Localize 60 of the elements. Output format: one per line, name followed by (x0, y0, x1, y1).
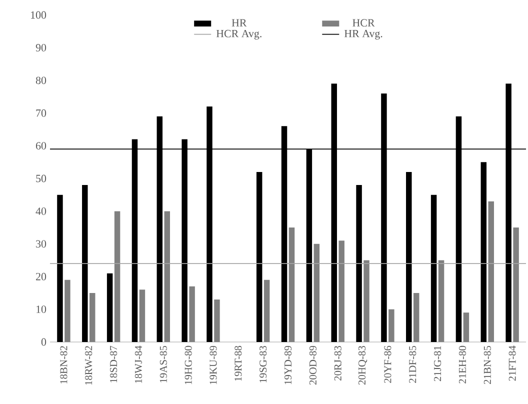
x-tick-label: 21FT-84 (508, 346, 516, 381)
x-tick-label: 19RT-88 (234, 346, 242, 381)
y-tick-label: 10 (36, 306, 46, 313)
x-tick-label: 19YD-89 (284, 346, 292, 384)
x-tick-label: 19HG-80 (184, 346, 192, 384)
y-tick-label: 20 (36, 272, 46, 280)
bar (264, 280, 270, 342)
x-tick-label: 21JG-81 (434, 346, 442, 382)
y-tick-label: 80 (36, 76, 46, 84)
bar (430, 194, 437, 342)
y-tick-label: 0 (41, 338, 46, 346)
bar (314, 244, 320, 342)
legend-label: HR Avg. (344, 30, 382, 40)
x-tick-label: 18SD-87 (110, 346, 118, 382)
bar (338, 240, 344, 342)
bar (214, 299, 220, 342)
x-tick-label: 18RW-82 (85, 346, 92, 385)
x-tick-label: 20HQ-83 (358, 346, 368, 385)
y-tick-label: 100 (31, 11, 46, 19)
bar (438, 260, 444, 342)
bar (114, 211, 120, 342)
x-tick-label: 19SG-83 (260, 346, 267, 382)
y-tick-label: 30 (36, 240, 46, 248)
x-tick-label: 18BN-82 (60, 346, 68, 384)
bar (106, 273, 113, 342)
x-tick-label: 20RJ-83 (334, 346, 342, 381)
y-tick-label: 60 (36, 142, 46, 150)
bar (413, 292, 420, 342)
bar (480, 162, 487, 342)
bar (256, 172, 262, 342)
bar (364, 260, 370, 342)
x-tick-label: 19AS-85 (160, 346, 167, 382)
x-tick-label: 20OD-89 (309, 346, 316, 385)
x-tick-label: 18WJ-84 (134, 346, 142, 383)
bar (164, 211, 170, 342)
bar (90, 292, 96, 342)
x-tick-label: 21EH-80 (458, 346, 466, 384)
y-tick-label: 90 (36, 44, 46, 52)
bar (463, 312, 470, 342)
y-tick-label: 40 (36, 208, 46, 215)
bar (388, 309, 394, 342)
bar (57, 194, 63, 342)
x-tick-label: 20YF-86 (384, 346, 392, 383)
x-tick-label: 19KU-89 (210, 346, 217, 384)
x-tick-label: 21BN-85 (484, 346, 491, 384)
bar (406, 172, 412, 342)
bar (82, 185, 88, 342)
bar (64, 280, 70, 342)
bar (488, 201, 494, 342)
legend-label: HR (232, 19, 247, 26)
bar (356, 185, 362, 342)
bar (189, 286, 195, 342)
y-tick-label: 50 (36, 174, 46, 182)
bar (513, 228, 519, 342)
bar (139, 290, 146, 342)
bar (288, 228, 295, 342)
x-tick-label: 21DF-85 (409, 346, 416, 383)
legend-label: HCR (352, 19, 375, 27)
legend-label: HCR Avg. (216, 30, 262, 40)
y-tick-label: 70 (36, 109, 46, 117)
